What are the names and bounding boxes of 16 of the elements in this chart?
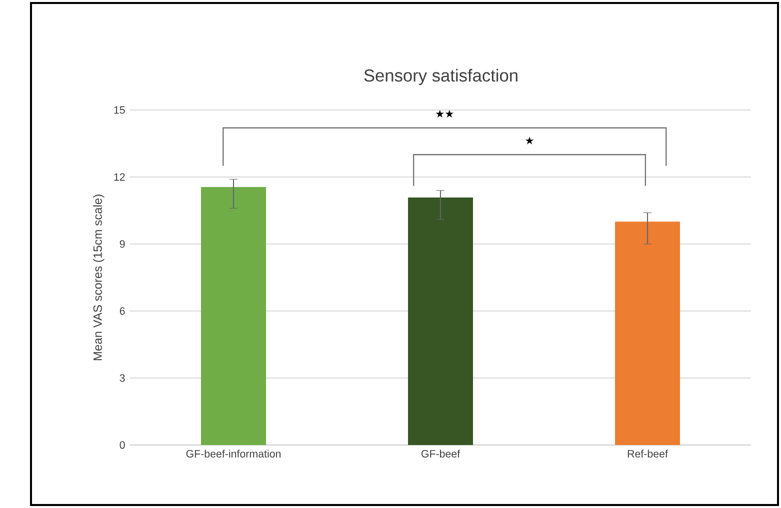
- bar: [615, 222, 680, 445]
- y-tick-label: 12: [114, 173, 125, 181]
- y-tick-label: 3: [120, 374, 125, 382]
- x-tick-label: Ref-beef: [628, 450, 668, 458]
- x-tick-label: GF-beef: [421, 450, 460, 458]
- bar: [201, 187, 266, 445]
- bar: [408, 198, 473, 445]
- y-tick-label: 15: [114, 106, 125, 114]
- y-tick-label: 6: [120, 307, 125, 315]
- annotation: ★★: [436, 110, 454, 118]
- y-tick-label: 9: [120, 240, 125, 248]
- y-tick-label: 0: [120, 441, 125, 449]
- y-axis-title: Mean VAS scores (15cm scale): [93, 194, 104, 360]
- annotation: ★: [525, 136, 534, 144]
- chart-title: Sensory satisfaction: [364, 68, 518, 86]
- x-tick-label: GF-beef-information: [186, 450, 281, 458]
